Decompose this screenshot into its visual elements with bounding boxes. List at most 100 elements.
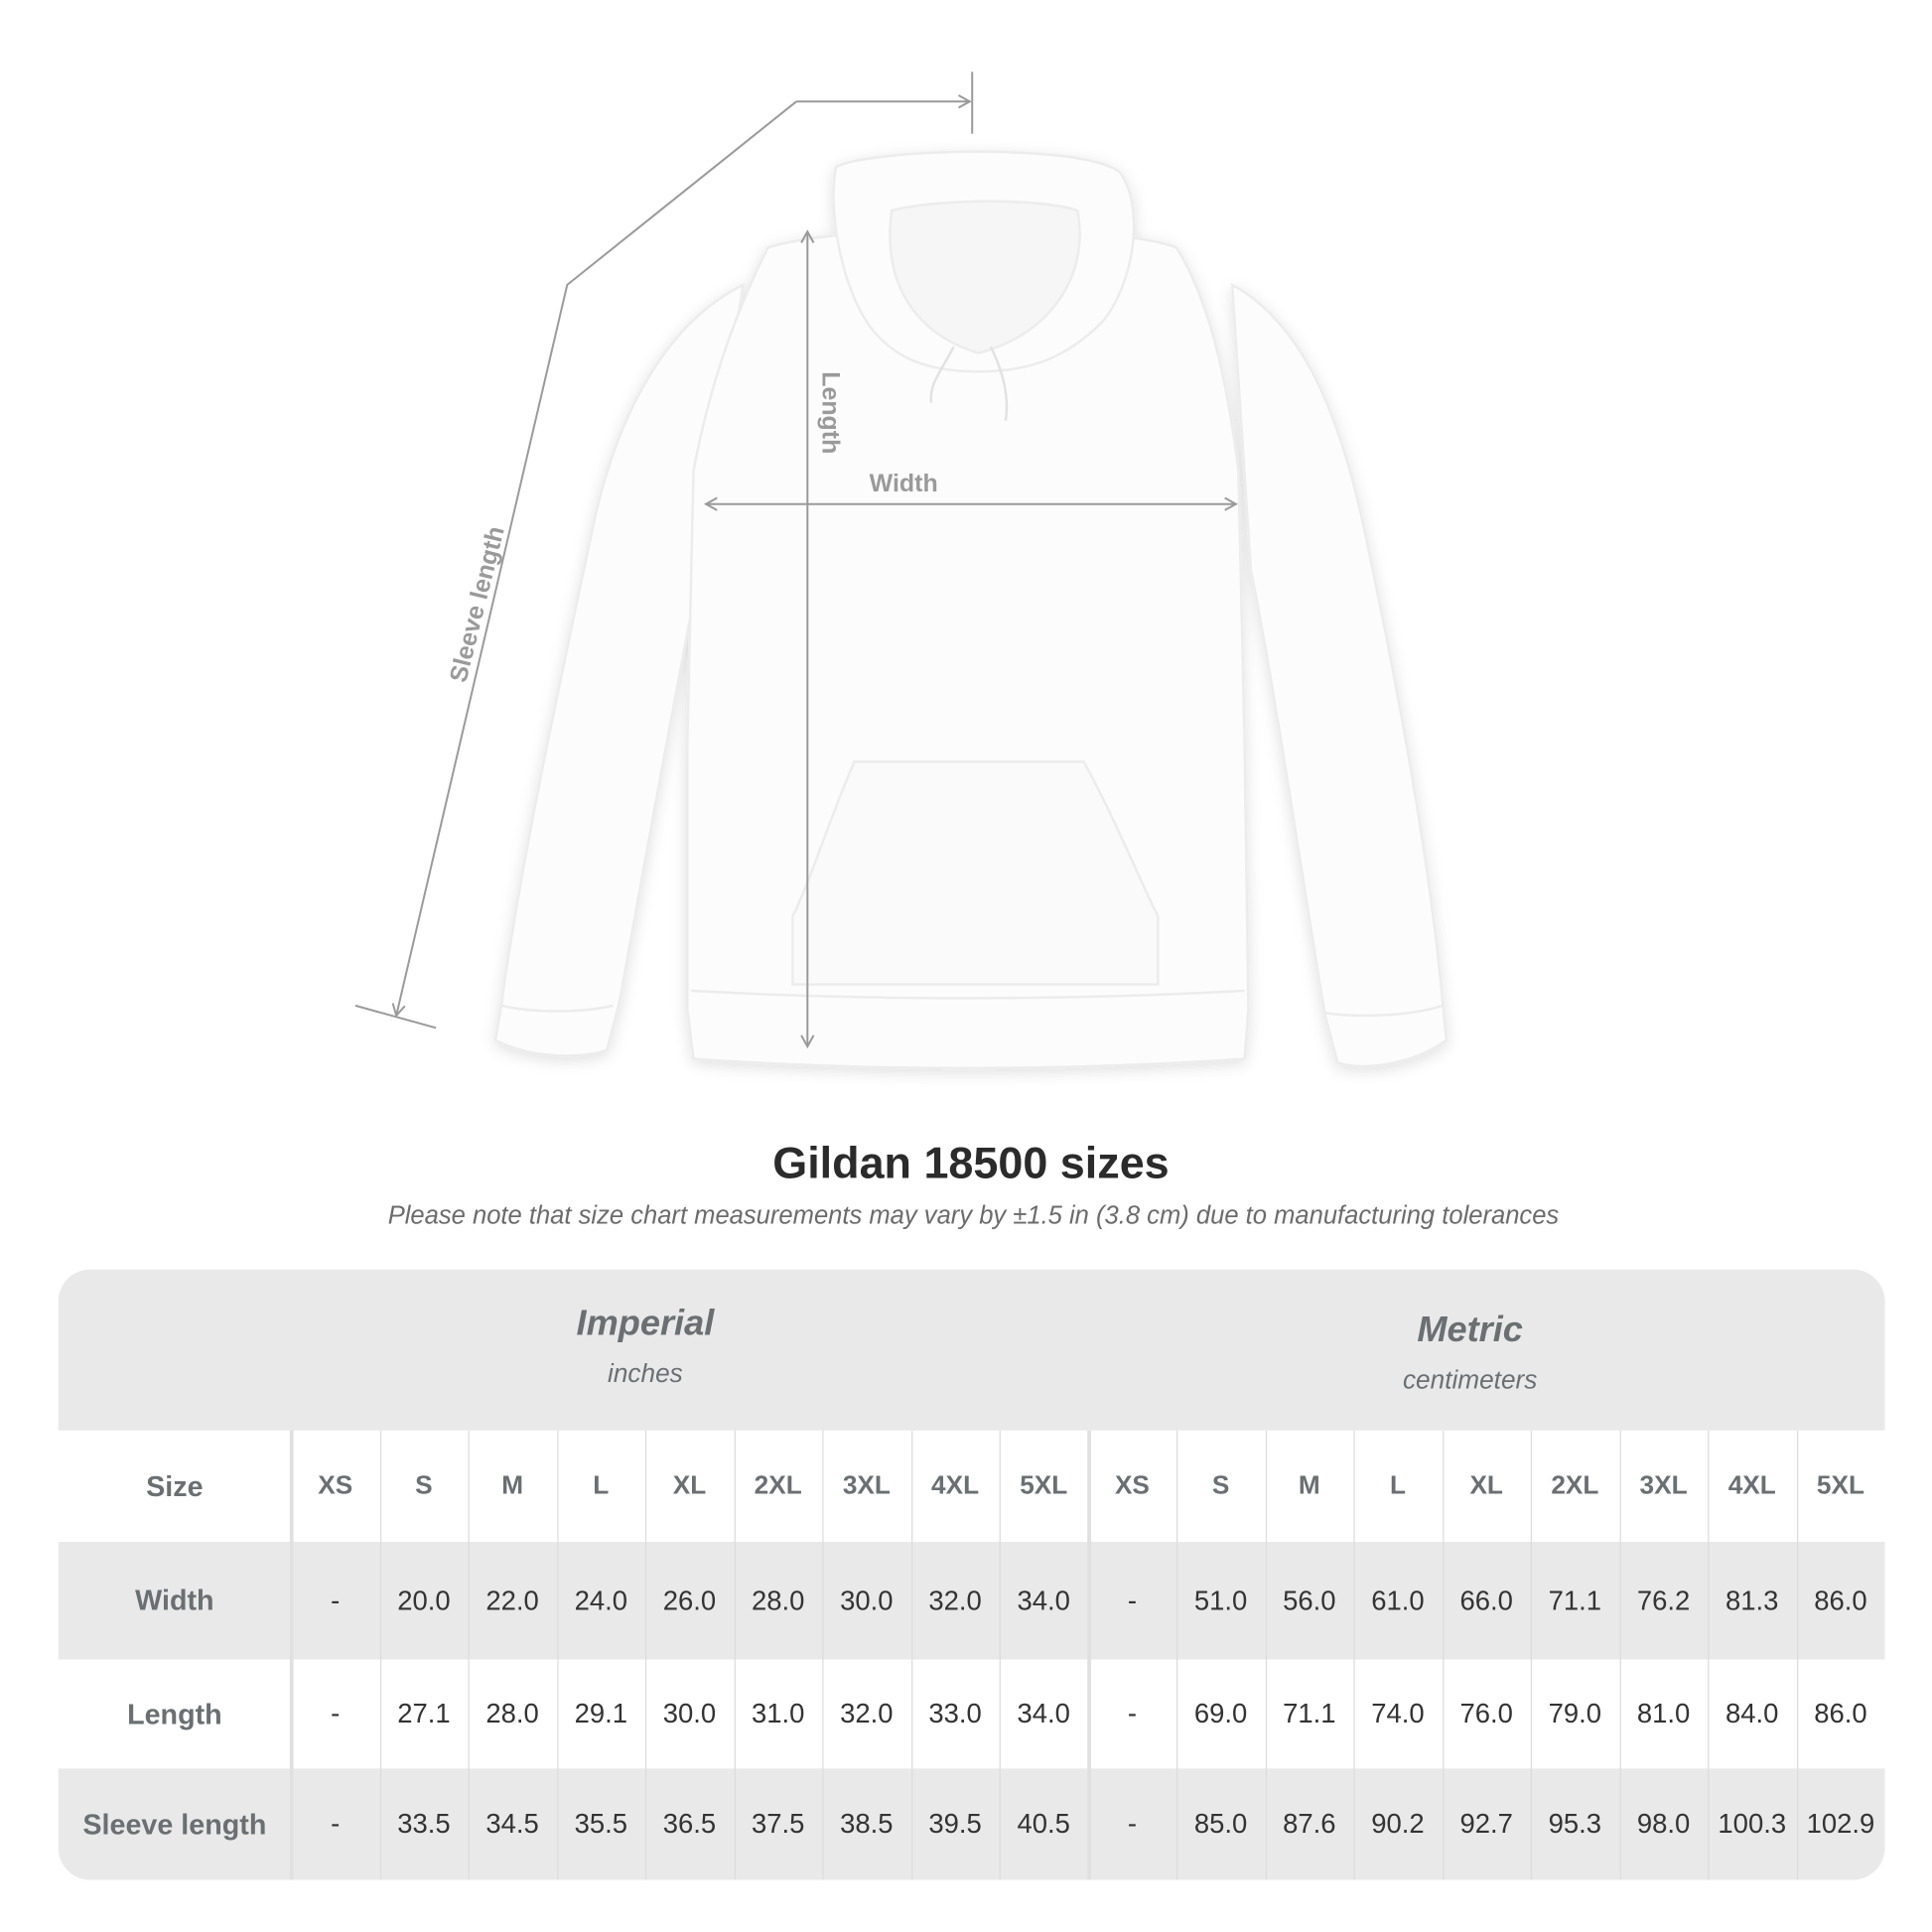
table-cell: 28.0 bbox=[485, 1698, 539, 1729]
column-divider bbox=[644, 1430, 647, 1880]
hoodie-image bbox=[493, 150, 1449, 1070]
size-header-cell: 4XL bbox=[931, 1470, 980, 1500]
column-divider bbox=[1353, 1430, 1355, 1880]
table-cell: - bbox=[331, 1808, 341, 1840]
table-cell: 32.0 bbox=[928, 1585, 982, 1616]
table-cell: - bbox=[331, 1698, 341, 1729]
size-header-cell: XS bbox=[1114, 1470, 1150, 1500]
table-cell: - bbox=[1127, 1698, 1137, 1729]
column-divider bbox=[1265, 1430, 1267, 1880]
table-cell: 86.0 bbox=[1814, 1698, 1867, 1729]
table-cell: 56.0 bbox=[1283, 1585, 1336, 1616]
column-divider bbox=[1176, 1430, 1178, 1880]
table-cell: 92.7 bbox=[1459, 1808, 1513, 1840]
table-cell: 95.3 bbox=[1548, 1808, 1602, 1840]
size-header-cell: 2XL bbox=[1551, 1470, 1599, 1500]
column-divider bbox=[1442, 1430, 1444, 1880]
table-cell: 71.1 bbox=[1548, 1585, 1602, 1616]
table-cell: 40.5 bbox=[1017, 1808, 1070, 1840]
size-table: Imperial inches Metric centimeters Size … bbox=[58, 1269, 1885, 1880]
size-header-cell: S bbox=[415, 1470, 433, 1500]
width-row: Width -20.0 22.0 24.0 26.0 28.0 30.0 32.0 34.0-5… bbox=[59, 1542, 1885, 1660]
size-header-cell: XL bbox=[1469, 1470, 1503, 1500]
column-divider bbox=[289, 1430, 294, 1880]
table-cell: 74.0 bbox=[1371, 1698, 1425, 1729]
table-cell: 37.5 bbox=[751, 1808, 805, 1840]
table-cell: 76.2 bbox=[1636, 1585, 1691, 1616]
table-cell: 85.0 bbox=[1193, 1808, 1248, 1840]
table-cell: 81.0 bbox=[1636, 1698, 1691, 1729]
size-header-cell: XL bbox=[672, 1470, 707, 1500]
table-cell: 36.5 bbox=[662, 1808, 717, 1840]
table-cell: 66.0 bbox=[1459, 1585, 1513, 1616]
table-cell: 81.3 bbox=[1725, 1585, 1779, 1616]
table-cell: 34.0 bbox=[1017, 1698, 1070, 1729]
column-divider bbox=[910, 1430, 912, 1880]
column-divider bbox=[734, 1430, 736, 1880]
size-header-cell: L bbox=[593, 1470, 610, 1500]
size-header-cell: L bbox=[1389, 1470, 1406, 1500]
header-band bbox=[58, 1269, 1885, 1431]
table-cell: 29.1 bbox=[574, 1698, 628, 1729]
table-cell: 28.0 bbox=[751, 1585, 805, 1616]
width-label: Width bbox=[870, 470, 938, 497]
table-cell: 79.0 bbox=[1548, 1698, 1602, 1729]
column-divider bbox=[822, 1430, 824, 1880]
size-header-cell: 5XL bbox=[1816, 1470, 1864, 1500]
size-header-cell: M bbox=[1298, 1470, 1320, 1500]
table-cell: 30.0 bbox=[840, 1585, 894, 1616]
table-cell: - bbox=[331, 1585, 341, 1616]
table-cell: 84.0 bbox=[1725, 1698, 1779, 1729]
table-cell: 31.0 bbox=[751, 1698, 805, 1729]
table-cell: 90.2 bbox=[1371, 1808, 1425, 1840]
table-cell: 27.1 bbox=[397, 1698, 451, 1729]
size-header-cell: 5XL bbox=[1020, 1470, 1068, 1500]
table-cell: 34.5 bbox=[485, 1808, 539, 1840]
table-cell: 71.1 bbox=[1283, 1698, 1336, 1729]
hoodie-diagram: Sleeve length Length Width bbox=[354, 71, 1449, 1070]
table-cell: 87.6 bbox=[1283, 1808, 1336, 1840]
table-cell: 61.0 bbox=[1371, 1585, 1425, 1616]
table-cell: 24.0 bbox=[574, 1585, 628, 1616]
column-divider bbox=[1796, 1430, 1798, 1880]
column-divider bbox=[1530, 1430, 1533, 1880]
size-header-cell: M bbox=[501, 1470, 524, 1500]
table-cell: 20.0 bbox=[397, 1585, 451, 1616]
imperial-header: Imperial inches bbox=[576, 1304, 715, 1389]
column-divider bbox=[1618, 1430, 1621, 1880]
column-divider bbox=[556, 1430, 558, 1880]
table-cell: 34.0 bbox=[1017, 1585, 1070, 1616]
table-cell: 38.5 bbox=[840, 1808, 894, 1840]
length-label: Length bbox=[816, 371, 844, 454]
table-cell: 86.0 bbox=[1814, 1585, 1867, 1616]
size-header-cell: 3XL bbox=[1639, 1470, 1688, 1500]
sleeve-length-row: Sleeve length -33.5 34.5 35.5 36.5 37.5 38.5 39… bbox=[59, 1768, 1885, 1879]
metric-header: Metric centimeters bbox=[1402, 1310, 1538, 1395]
column-divider bbox=[1708, 1430, 1710, 1880]
sleeve-length-line bbox=[391, 100, 797, 1018]
size-header-cell: XS bbox=[318, 1470, 353, 1500]
column-divider bbox=[379, 1430, 381, 1880]
tolerance-note: Please note that size chart measurements… bbox=[387, 1200, 1560, 1230]
size-header-cell: 3XL bbox=[842, 1470, 891, 1500]
size-header-cell: S bbox=[1211, 1470, 1230, 1500]
table-cell: 33.0 bbox=[928, 1698, 982, 1729]
table-cell: - bbox=[1127, 1585, 1137, 1616]
length-row: Length -27.1 28.0 29.1 30.0 31.0 32.0 33.0 34.0-… bbox=[59, 1660, 1885, 1769]
table-cell: 30.0 bbox=[662, 1698, 717, 1729]
table-cell: 102.9 bbox=[1806, 1808, 1875, 1840]
table-cell: 69.0 bbox=[1193, 1698, 1248, 1729]
table-cell: 76.0 bbox=[1459, 1698, 1513, 1729]
table-cell: 100.3 bbox=[1718, 1808, 1787, 1840]
size-header-cell: 2XL bbox=[754, 1470, 802, 1500]
table-cell: 39.5 bbox=[928, 1808, 982, 1840]
table-cell: 33.5 bbox=[397, 1808, 451, 1840]
table-cell: 51.0 bbox=[1193, 1585, 1248, 1616]
sleeve-tick-bottom bbox=[354, 1004, 437, 1030]
page-title: Gildan 18500 sizes bbox=[772, 1137, 1170, 1188]
column-divider bbox=[999, 1430, 1001, 1880]
table-cell: - bbox=[1127, 1808, 1137, 1840]
sleeve-length-label: Sleeve length bbox=[445, 523, 510, 685]
table-cell: 98.0 bbox=[1636, 1808, 1691, 1840]
table-cell: 22.0 bbox=[485, 1585, 539, 1616]
